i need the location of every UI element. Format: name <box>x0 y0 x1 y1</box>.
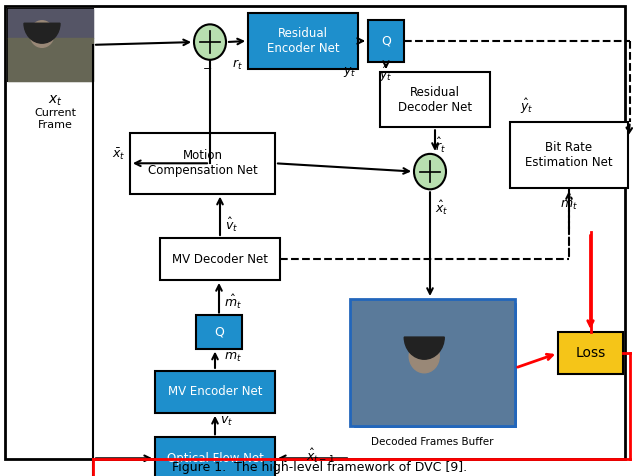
Text: Q: Q <box>214 326 224 338</box>
Bar <box>130 133 275 194</box>
Text: Residual
Encoder Net: Residual Encoder Net <box>267 27 339 55</box>
Text: Residual
Decoder Net: Residual Decoder Net <box>398 86 472 114</box>
Bar <box>360 310 515 426</box>
Text: $\bar{x}_t$: $\bar{x}_t$ <box>113 146 126 162</box>
Text: $x_t$: $x_t$ <box>48 94 63 109</box>
Text: Figure 1.  The high-level framework of DVC [9].: Figure 1. The high-level framework of DV… <box>172 461 468 474</box>
Bar <box>350 299 515 426</box>
Bar <box>155 371 275 413</box>
Bar <box>248 13 358 69</box>
Text: $\hat{x}_{t-1}$: $\hat{x}_{t-1}$ <box>307 447 335 465</box>
Bar <box>196 316 242 349</box>
Text: Current: Current <box>35 109 77 119</box>
Bar <box>155 437 275 476</box>
Text: Motion
Compensation Net: Motion Compensation Net <box>148 149 257 177</box>
Text: Q: Q <box>381 34 391 48</box>
Text: Frame: Frame <box>38 119 73 129</box>
Circle shape <box>30 21 54 47</box>
Wedge shape <box>404 337 444 359</box>
Text: $\hat{r}_t$: $\hat{r}_t$ <box>435 136 446 155</box>
Bar <box>368 20 404 62</box>
Bar <box>355 305 515 426</box>
Bar <box>558 332 623 374</box>
Bar <box>380 72 490 127</box>
Text: Loss: Loss <box>575 346 605 360</box>
Text: $\hat{y}_t$: $\hat{y}_t$ <box>520 97 534 116</box>
Wedge shape <box>24 23 60 43</box>
Text: $\hat{y}_t$: $\hat{y}_t$ <box>380 65 393 84</box>
Text: $m_t$: $m_t$ <box>224 351 242 364</box>
Text: $-$: $-$ <box>202 62 212 72</box>
Bar <box>8 9 93 81</box>
Text: $\hat{m}_t$: $\hat{m}_t$ <box>560 194 578 212</box>
Circle shape <box>409 339 439 373</box>
Text: MV Encoder Net: MV Encoder Net <box>168 386 262 398</box>
Text: $y_t$: $y_t$ <box>343 65 356 79</box>
Bar <box>160 238 280 280</box>
Text: $\hat{x}_t$: $\hat{x}_t$ <box>435 199 449 218</box>
Circle shape <box>414 154 446 189</box>
Text: $r_t$: $r_t$ <box>232 58 243 72</box>
Text: $v_t$: $v_t$ <box>220 415 233 428</box>
Text: MV Decoder Net: MV Decoder Net <box>172 253 268 266</box>
Text: $\hat{m}_t$: $\hat{m}_t$ <box>224 293 242 311</box>
Text: Optical Flow Net: Optical Flow Net <box>166 452 264 465</box>
Text: Decoded Frames Buffer: Decoded Frames Buffer <box>371 437 493 447</box>
Text: Bit Rate
Estimation Net: Bit Rate Estimation Net <box>525 141 613 169</box>
Bar <box>510 122 628 188</box>
Circle shape <box>194 24 226 60</box>
Text: $\hat{v}_t$: $\hat{v}_t$ <box>225 216 238 234</box>
